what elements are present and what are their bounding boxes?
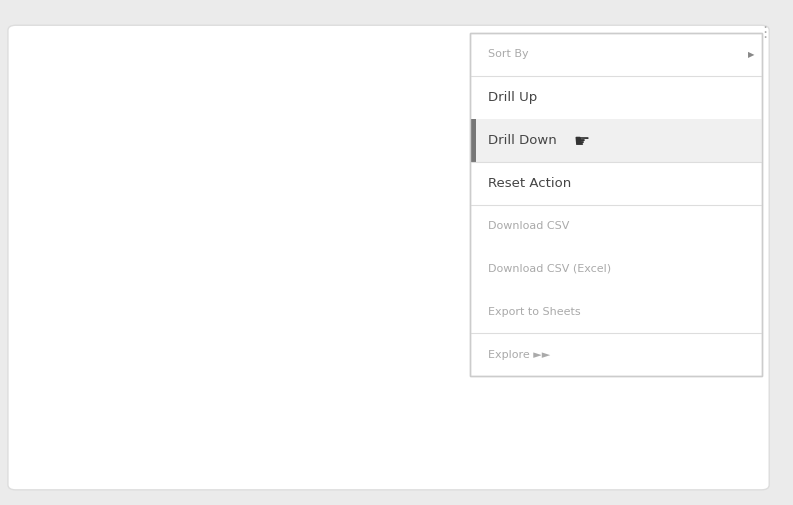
Text: 2,718: 2,718 (207, 236, 249, 249)
Bar (147, 93, 191, 115)
Text: Canada: Canada (182, 200, 240, 214)
Bar (147, 53, 523, 75)
Bar (147, 370, 157, 392)
Text: ▶: ▶ (748, 50, 754, 59)
Bar (147, 331, 159, 352)
FancyBboxPatch shape (177, 199, 295, 270)
Bar (147, 410, 156, 432)
Bar (147, 291, 160, 313)
Text: Download CSV: Download CSV (488, 221, 569, 231)
Bar (147, 251, 161, 273)
Text: Drill Up: Drill Up (488, 91, 537, 104)
Bar (147, 132, 174, 154)
Text: Download CSV (Excel): Download CSV (Excel) (488, 264, 611, 274)
Text: Reset Action: Reset Action (488, 177, 571, 189)
Text: ☛: ☛ (573, 133, 589, 151)
Text: Drill Down: Drill Down (488, 134, 557, 146)
Text: ⋮: ⋮ (757, 25, 773, 40)
Text: Export to Sheets: Export to Sheets (488, 307, 580, 317)
Bar (147, 212, 165, 233)
Text: Sort By: Sort By (488, 49, 528, 59)
Bar (147, 172, 167, 194)
Text: Sessions:: Sessions: (182, 236, 248, 249)
Text: Explore ►►: Explore ►► (488, 350, 550, 360)
